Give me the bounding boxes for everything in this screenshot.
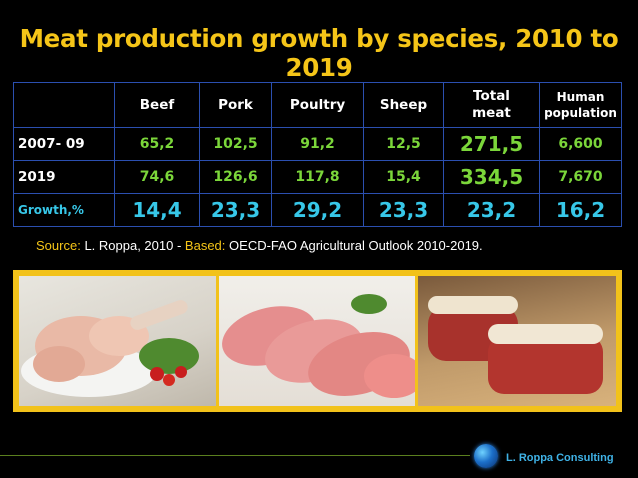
header-sheep: Sheep bbox=[363, 82, 444, 128]
pork-illustration bbox=[222, 294, 415, 398]
cell-sheep: 23,3 bbox=[363, 193, 444, 227]
table-row: 2007- 09 65,2 102,5 91,2 12,5 271,5 6,60… bbox=[13, 127, 622, 161]
footer-divider bbox=[0, 455, 470, 456]
table-row: Growth,% 14,4 23,3 29,2 23,3 23,2 16,2 bbox=[13, 193, 622, 227]
cell-human-population: 7,670 bbox=[539, 160, 622, 194]
source-note: Source: L. Roppa, 2010 - Based: OECD-FAO… bbox=[36, 238, 483, 253]
based-key: Based: bbox=[184, 238, 226, 253]
row-label: 2019 bbox=[13, 160, 115, 194]
row-label: 2007- 09 bbox=[13, 127, 115, 161]
cell-beef: 74,6 bbox=[114, 160, 200, 194]
photo-strip bbox=[13, 270, 622, 412]
header-human-line1: Human bbox=[556, 90, 605, 104]
pork-photo bbox=[219, 276, 415, 406]
brand-name: L. Roppa Consulting bbox=[506, 452, 614, 464]
cell-poultry: 91,2 bbox=[271, 127, 364, 161]
header-pork: Pork bbox=[199, 82, 272, 128]
header-total-line1: Total bbox=[473, 88, 510, 104]
cell-total-meat: 334,5 bbox=[443, 160, 540, 194]
beef-illustration bbox=[428, 296, 603, 394]
row-label: Growth,% bbox=[13, 193, 115, 227]
header-beef: Beef bbox=[114, 82, 200, 128]
source-key: Source: bbox=[36, 238, 81, 253]
cell-human-population: 6,600 bbox=[539, 127, 622, 161]
table-header-row: Beef Pork Poultry Sheep Total meat Human… bbox=[13, 82, 622, 128]
cell-beef: 14,4 bbox=[114, 193, 200, 227]
poultry-photo bbox=[19, 276, 216, 406]
cell-sheep: 12,5 bbox=[363, 127, 444, 161]
cell-human-population: 16,2 bbox=[539, 193, 622, 227]
header-empty-cell bbox=[13, 82, 115, 128]
cell-total-meat: 271,5 bbox=[443, 127, 540, 161]
based-value: OECD-FAO Agricultural Outlook 2010-2019. bbox=[229, 238, 483, 253]
cell-poultry: 29,2 bbox=[271, 193, 364, 227]
table-row: 2019 74,6 126,6 117,8 15,4 334,5 7,670 bbox=[13, 160, 622, 194]
cell-pork: 23,3 bbox=[199, 193, 272, 227]
cell-beef: 65,2 bbox=[114, 127, 200, 161]
poultry-illustration bbox=[21, 300, 199, 397]
cell-total-meat: 23,2 bbox=[443, 193, 540, 227]
cell-poultry: 117,8 bbox=[271, 160, 364, 194]
meat-production-table: Beef Pork Poultry Sheep Total meat Human… bbox=[13, 82, 622, 227]
page-title: Meat production growth by species, 2010 … bbox=[19, 24, 619, 82]
source-value: L. Roppa, 2010 - bbox=[84, 238, 182, 253]
cell-pork: 102,5 bbox=[199, 127, 272, 161]
header-human-population: Human population bbox=[539, 82, 622, 128]
cell-pork: 126,6 bbox=[199, 160, 272, 194]
header-human-line2: population bbox=[544, 106, 617, 120]
cell-sheep: 15,4 bbox=[363, 160, 444, 194]
globe-icon bbox=[474, 444, 498, 468]
beef-photo bbox=[418, 276, 616, 406]
header-total-meat: Total meat bbox=[443, 82, 540, 128]
header-total-line2: meat bbox=[472, 105, 511, 121]
header-poultry: Poultry bbox=[271, 82, 364, 128]
